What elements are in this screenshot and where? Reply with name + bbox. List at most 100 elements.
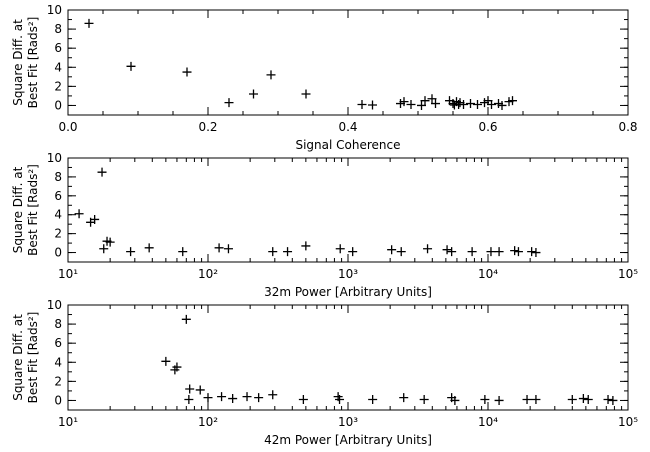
data-point (406, 100, 416, 109)
data-point (348, 247, 358, 257)
plot-frame (67, 304, 629, 411)
data-point (301, 241, 311, 251)
y-tick-label: 8 (54, 317, 62, 331)
data-point (266, 70, 276, 80)
y-tick-label: 6 (54, 41, 62, 55)
data-point (459, 100, 468, 109)
data-point (480, 395, 490, 404)
data-point (510, 246, 520, 256)
data-point (254, 393, 264, 403)
y-tick-label: 10 (47, 298, 62, 312)
x-tick-label: 10⁴ (478, 267, 498, 281)
x-tick-label: 0.8 (618, 120, 637, 134)
data-point (214, 243, 224, 253)
data-point (298, 395, 308, 404)
x-tick-label: 10³ (338, 415, 358, 429)
data-point (172, 362, 182, 372)
y-tick-label: 6 (54, 336, 62, 350)
data-point (203, 393, 213, 403)
data-point (420, 96, 430, 106)
x-tick-label: 10⁵ (618, 267, 638, 281)
plot-frame (67, 9, 629, 116)
data-point (467, 247, 477, 257)
y-tick-label: 2 (54, 374, 62, 388)
data-point (195, 385, 205, 395)
chart-panel-2: 10¹ 10² 10³ 10⁴ 10⁵ 0 2 4 6 8 10 32m Power [Arbitra… (11, 151, 638, 299)
y-tick-label: 4 (54, 208, 62, 222)
data-point (97, 167, 107, 177)
data-point (399, 393, 409, 403)
data-point (473, 100, 482, 109)
data-point (224, 98, 234, 108)
y-axis-label-line1: Square Diff. at (11, 166, 25, 253)
data-point (513, 247, 523, 257)
data-point (442, 245, 452, 255)
y-axis-label-line2: Best Fit [Rads²] (26, 312, 40, 404)
data-point (603, 395, 613, 404)
data-point (74, 209, 84, 219)
x-tick-label: 10² (198, 415, 218, 429)
data-point (427, 94, 437, 104)
x-tick-label: 0.4 (338, 120, 357, 134)
data-point (396, 247, 406, 257)
y-tick-label: 0 (54, 393, 62, 407)
data-point (268, 247, 278, 257)
data-point (508, 96, 517, 106)
y-axis-label-line1: Square Diff. at (11, 19, 25, 106)
y-axis-label-line2: Best Fit [Rads²] (26, 164, 40, 256)
data-point (494, 247, 504, 257)
x-tick-label: 0.6 (478, 120, 497, 134)
chart-panel-3: 10¹ 10² 10³ 10⁴ 10⁵ 0 2 4 6 8 10 42m Power [Arbitra… (11, 298, 638, 447)
x-axis-label: 42m Power [Arbitrary Units] (264, 433, 432, 447)
data-point (368, 100, 377, 110)
chart-panel-1: 0.0 0.2 0.4 0.6 0.8 0 2 4 6 8 10 Signal Coherence Sq… (11, 3, 638, 152)
data-point (301, 89, 311, 99)
data-point (357, 100, 367, 109)
data-point (527, 247, 537, 257)
y-tick-label: 8 (54, 170, 62, 184)
data-point (242, 392, 252, 402)
data-point (335, 244, 345, 254)
data-point (182, 67, 192, 77)
data-point (531, 395, 541, 404)
data-point (249, 89, 258, 99)
data-point (223, 244, 233, 254)
data-point (90, 214, 100, 224)
y-tick-label: 2 (54, 79, 62, 93)
data-point (185, 384, 195, 394)
data-point (184, 395, 194, 404)
data-point (387, 245, 397, 255)
y-tick-label: 10 (47, 3, 62, 17)
y-tick-label: 8 (54, 22, 62, 36)
x-axis-label: 32m Power [Arbitrary Units] (264, 285, 432, 299)
y-tick-label: 0 (54, 98, 62, 112)
y-axis-label-line2: Best Fit [Rads²] (26, 17, 40, 109)
data-point (217, 392, 227, 402)
data-point (522, 395, 532, 404)
x-tick-label: 0.2 (198, 120, 217, 134)
x-tick-label: 10⁵ (618, 415, 638, 429)
data-point (578, 394, 588, 404)
data-point (423, 244, 433, 254)
data-point (178, 247, 188, 257)
x-tick-label: 10¹ (58, 267, 78, 281)
y-tick-label: 4 (54, 355, 62, 369)
data-point (419, 395, 429, 404)
data-point (161, 356, 171, 366)
data-point (84, 18, 94, 28)
data-point (283, 247, 293, 257)
data-point (431, 99, 440, 109)
data-point (126, 247, 136, 257)
data-point (583, 395, 593, 404)
data-point (447, 247, 457, 257)
data-point (399, 97, 409, 107)
plot-frame (67, 157, 629, 263)
x-tick-label: 10³ (338, 267, 358, 281)
data-point (99, 244, 109, 254)
data-point (466, 99, 475, 109)
y-tick-label: 2 (54, 227, 62, 241)
data-point (105, 237, 115, 247)
data-point (228, 394, 238, 404)
x-tick-label: 10¹ (58, 415, 78, 429)
